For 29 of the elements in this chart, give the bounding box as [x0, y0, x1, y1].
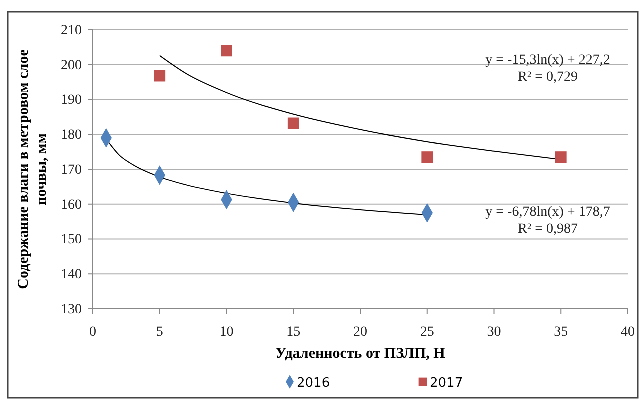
x-tick-label: 20 [354, 324, 368, 340]
x-tick-label: 25 [420, 324, 434, 340]
y-tick-label: 200 [61, 58, 82, 74]
y-tick-label: 160 [61, 198, 82, 213]
y-tick-label: 150 [61, 232, 82, 248]
legend-label: 2016 [297, 376, 330, 391]
y-tick-label: 140 [61, 268, 82, 283]
x-tick-label: 40 [621, 324, 635, 340]
legend-label: 2017 [430, 376, 464, 391]
y-tick-label: 180 [61, 128, 82, 144]
x-axis-title: Удаленность от ПЗЛП, Н [276, 346, 446, 362]
point [555, 152, 567, 163]
y-tick-label: 190 [61, 93, 82, 108]
y-tick-label: 170 [61, 162, 82, 178]
y-tick-label: 130 [61, 302, 82, 318]
annotation: y = -6,78ln(x) + 178,7 R² = 0,987 [486, 205, 610, 237]
y-tick-label: 210 [61, 23, 82, 38]
point [288, 118, 300, 130]
point [221, 45, 232, 57]
x-tick-label: 0 [90, 324, 96, 340]
annotation: y = -15,3ln(x) + 227,2 R² = 0,729 [486, 53, 610, 85]
x-tick-label: 35 [554, 324, 568, 340]
point [422, 152, 434, 163]
y-axis-title: Содержание влаги в метровом слое почвы, мм [16, 49, 50, 290]
x-tick-label: 15 [286, 324, 301, 340]
x-tick-label: 10 [220, 324, 234, 340]
x-tick-label: 5 [156, 324, 164, 340]
x-tick-label: 30 [487, 324, 502, 340]
point [154, 70, 166, 82]
